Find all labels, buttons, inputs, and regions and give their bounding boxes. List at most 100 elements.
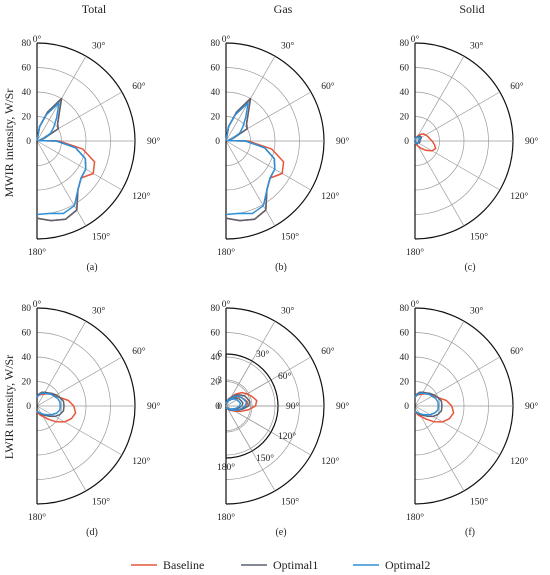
angle-tick-label: 150°	[92, 231, 110, 242]
series-curve-optimal1	[36, 391, 65, 418]
angle-tick-label: 120°	[132, 191, 150, 202]
angle-tick-label: 0°	[222, 299, 231, 310]
angle-tick-label: 180°	[217, 512, 235, 523]
angle-tick-label: 0°	[411, 34, 420, 45]
inset-series-curve-optimal2	[225, 395, 248, 412]
grid-spoke	[36, 140, 87, 227]
radial-tick-label: 0	[215, 402, 220, 412]
panel-tag: (e)	[275, 527, 286, 538]
polar-panel: 0° 30° 60° 90° 120° 150° 180° 0 20 40 60 80 (f)	[400, 299, 539, 538]
radial-tick-label: 80	[22, 39, 32, 49]
grid-spoke	[36, 405, 87, 492]
angle-tick-label: 150°	[470, 496, 488, 507]
angle-tick-label: 60°	[132, 346, 146, 357]
angle-tick-label: 90°	[525, 136, 539, 147]
angle-tick-label: 30°	[281, 41, 295, 52]
radial-tick-label: 80	[211, 39, 221, 49]
grid-spoke	[36, 405, 123, 456]
inset-grid-spoke	[225, 379, 272, 407]
inset-polar: 0 3 6 30° 60° 90° 120° 150° 180°	[217, 349, 300, 473]
panel-tag: (a)	[86, 262, 97, 273]
inset-angle-tick-label: 60°	[278, 371, 292, 382]
radial-tick-label: 60	[400, 329, 410, 339]
radial-tick-label: 0	[215, 137, 220, 147]
inset-angle-tick-label: 30°	[256, 349, 270, 360]
angle-tick-label: 60°	[132, 81, 146, 92]
series-curve-baseline	[36, 393, 77, 423]
angle-tick-label: 120°	[132, 456, 150, 467]
row-label-lwir: LWIR intensity, W/Sr	[2, 355, 16, 459]
angle-tick-label: 60°	[510, 81, 524, 92]
angle-tick-label: 30°	[281, 306, 295, 317]
angle-tick-label: 120°	[321, 191, 339, 202]
angle-tick-label: 180°	[28, 512, 46, 523]
radial-tick-label: 60	[211, 64, 221, 74]
series-curve-optimal2	[414, 136, 422, 145]
inset-angle-tick-label: 150°	[256, 453, 274, 464]
radial-tick-label: 40	[22, 353, 32, 363]
angle-tick-label: 30°	[92, 306, 106, 317]
grid-spoke	[36, 356, 123, 407]
angle-tick-label: 150°	[281, 231, 299, 242]
row-label-mwir: MWIR intensity, W/Sr	[2, 89, 16, 198]
radial-tick-label: 0	[26, 402, 31, 412]
angle-tick-label: 90°	[336, 401, 350, 412]
radial-tick-label: 40	[211, 88, 221, 98]
angle-tick-label: 180°	[406, 247, 424, 258]
panel-tag: (c)	[464, 262, 475, 273]
angle-tick-label: 30°	[470, 41, 484, 52]
angle-tick-label: 120°	[510, 191, 528, 202]
angle-tick-label: 120°	[321, 456, 339, 467]
panels-group: 0°30°60°90°120°150°180°020406080(a)0°30°…	[22, 34, 539, 538]
radial-tick-label: 20	[400, 113, 410, 123]
angle-tick-label: 180°	[28, 247, 46, 258]
radial-tick-label: 60	[400, 64, 410, 74]
panel-tag: (b)	[275, 262, 287, 273]
series-curve-baseline	[414, 393, 455, 423]
angle-tick-label: 150°	[281, 496, 299, 507]
grid-spoke	[414, 91, 501, 142]
angle-tick-label: 30°	[92, 41, 106, 52]
inset-grid-spoke	[225, 405, 253, 452]
radial-tick-label: 20	[22, 378, 32, 388]
polar-panel: 0° 30° 60° 90° 120° 150° 180° 0 20 40 60 80 (a)	[22, 34, 161, 273]
polar-panel: 0° 30° 60° 90° 120° 150° 180° 0 20 40 60 80 (b)	[211, 34, 350, 273]
grid-spoke	[414, 55, 465, 142]
grid-spoke	[414, 356, 501, 407]
radial-tick-label: 20	[211, 378, 221, 388]
angle-tick-label: 60°	[321, 81, 335, 92]
angle-tick-label: 60°	[510, 346, 524, 357]
radial-tick-label: 40	[211, 353, 221, 363]
angle-tick-label: 90°	[147, 401, 161, 412]
angle-tick-label: 0°	[33, 299, 42, 310]
angle-tick-label: 180°	[217, 247, 235, 258]
radial-tick-label: 40	[22, 88, 32, 98]
series-curve-optimal2	[414, 392, 440, 416]
radial-tick-label: 60	[22, 329, 32, 339]
radial-tick-label: 40	[400, 88, 410, 98]
polar-panel: 0° 30° 60° 90° 120° 150° 180° 0 20 40 60 80 0 3 6 30° 60…	[211, 299, 350, 538]
angle-tick-label: 90°	[336, 136, 350, 147]
angle-tick-label: 180°	[406, 512, 424, 523]
inset-angle-tick-label: 180°	[217, 462, 235, 473]
inset-radial-tick-label: 3	[217, 376, 222, 386]
grid-spoke	[414, 405, 501, 456]
angle-tick-label: 90°	[525, 401, 539, 412]
radial-tick-label: 0	[404, 402, 409, 412]
angle-tick-label: 60°	[321, 346, 335, 357]
grid-spoke	[225, 140, 276, 227]
radial-tick-label: 20	[211, 113, 221, 123]
legend: Baseline Optimal1 Optimal2	[131, 558, 430, 572]
radial-tick-label: 0	[26, 137, 31, 147]
polar-panel: 0° 30° 60° 90° 120° 150° 180° 0 20 40 60 80 (c)	[400, 34, 539, 273]
legend-label-optimal2: Optimal2	[385, 558, 430, 572]
legend-label-optimal1: Optimal1	[273, 558, 318, 572]
radial-tick-label: 80	[400, 304, 410, 314]
series-curve-optimal2	[36, 102, 87, 216]
radial-tick-label: 60	[22, 64, 32, 74]
series-curve-optimal2	[225, 102, 276, 216]
grid-spoke	[414, 405, 465, 492]
series-curve-baseline	[414, 133, 437, 152]
radial-tick-label: 20	[400, 378, 410, 388]
